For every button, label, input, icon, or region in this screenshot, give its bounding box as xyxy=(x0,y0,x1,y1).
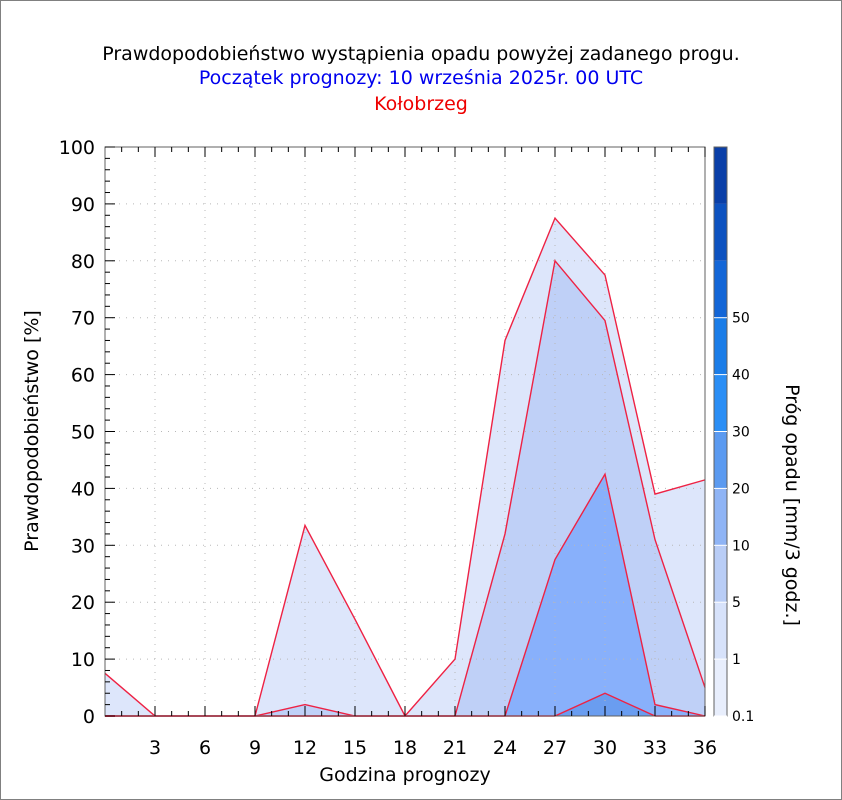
y-tick-label: 50 xyxy=(71,422,95,444)
colorbar: 0.1 1 5 10 20 30 40 50 xyxy=(713,146,754,725)
colorbar-segment xyxy=(714,545,727,603)
area-layers xyxy=(105,218,705,716)
x-tick-label: 24 xyxy=(493,737,517,759)
y-tick-label: 70 xyxy=(71,308,95,330)
colorbar-segment xyxy=(714,659,727,716)
area-threshold-10 xyxy=(105,693,705,716)
colorbar-tick-label: 40 xyxy=(732,368,750,384)
y-tick-label: 30 xyxy=(71,535,95,557)
colorbar-segment xyxy=(714,260,727,318)
colorbar-segment xyxy=(714,374,727,432)
colorbar-tick-label: 0.1 xyxy=(732,709,754,725)
y-tick-label: 40 xyxy=(71,478,95,500)
x-tick-label: 9 xyxy=(249,737,261,759)
x-tick-label: 3 xyxy=(149,737,161,759)
x-tick-label: 6 xyxy=(199,737,211,759)
y-tick-label: 10 xyxy=(71,649,95,671)
x-tick-label: 33 xyxy=(643,737,667,759)
colorbar-tick-label: 30 xyxy=(732,425,750,441)
y-tick-label: 80 xyxy=(71,251,95,273)
x-tick-label: 12 xyxy=(293,737,317,759)
area-threshold-5 xyxy=(105,474,705,716)
y-tick-label: 20 xyxy=(71,592,95,614)
forecast-start-subtitle: Początek prognozy: 10 września 2025r. 00… xyxy=(198,67,644,89)
x-tick-label: 18 xyxy=(393,737,417,759)
colorbar-tick-label: 1 xyxy=(732,652,741,668)
x-tick-label: 27 xyxy=(543,737,567,759)
colorbar-tick-label: 10 xyxy=(732,538,750,554)
colorbar-segment xyxy=(714,488,727,546)
x-tick-label: 21 xyxy=(443,737,467,759)
colorbar-tick-label: 5 xyxy=(732,595,741,611)
colorbar-label: Próg opadu [mm/3 godz.] xyxy=(781,384,803,626)
y-axis-label: Prawdopodobieństwo [%] xyxy=(21,310,43,552)
y-tick-label: 100 xyxy=(59,137,95,159)
colorbar-segment xyxy=(714,431,727,489)
chart-title: Prawdopodobieństwo wystąpienia opadu pow… xyxy=(102,43,740,65)
colorbar-segment xyxy=(714,602,727,660)
colorbar-segment xyxy=(714,147,727,204)
colorbar-tick-label: 20 xyxy=(732,481,750,497)
colorbar-segment xyxy=(714,317,727,375)
x-tick-label: 30 xyxy=(593,737,617,759)
x-tick-label: 36 xyxy=(693,737,717,759)
x-axis-label: Godzina prognozy xyxy=(319,764,490,786)
y-tick-label: 90 xyxy=(71,194,95,216)
y-tick-label: 0 xyxy=(83,706,95,728)
x-tick-label: 15 xyxy=(343,737,367,759)
y-tick-label: 60 xyxy=(71,365,95,387)
colorbar-tick-label: 50 xyxy=(732,311,750,327)
colorbar-segment xyxy=(714,203,727,261)
location-subtitle: Kołobrzeg xyxy=(374,93,468,115)
